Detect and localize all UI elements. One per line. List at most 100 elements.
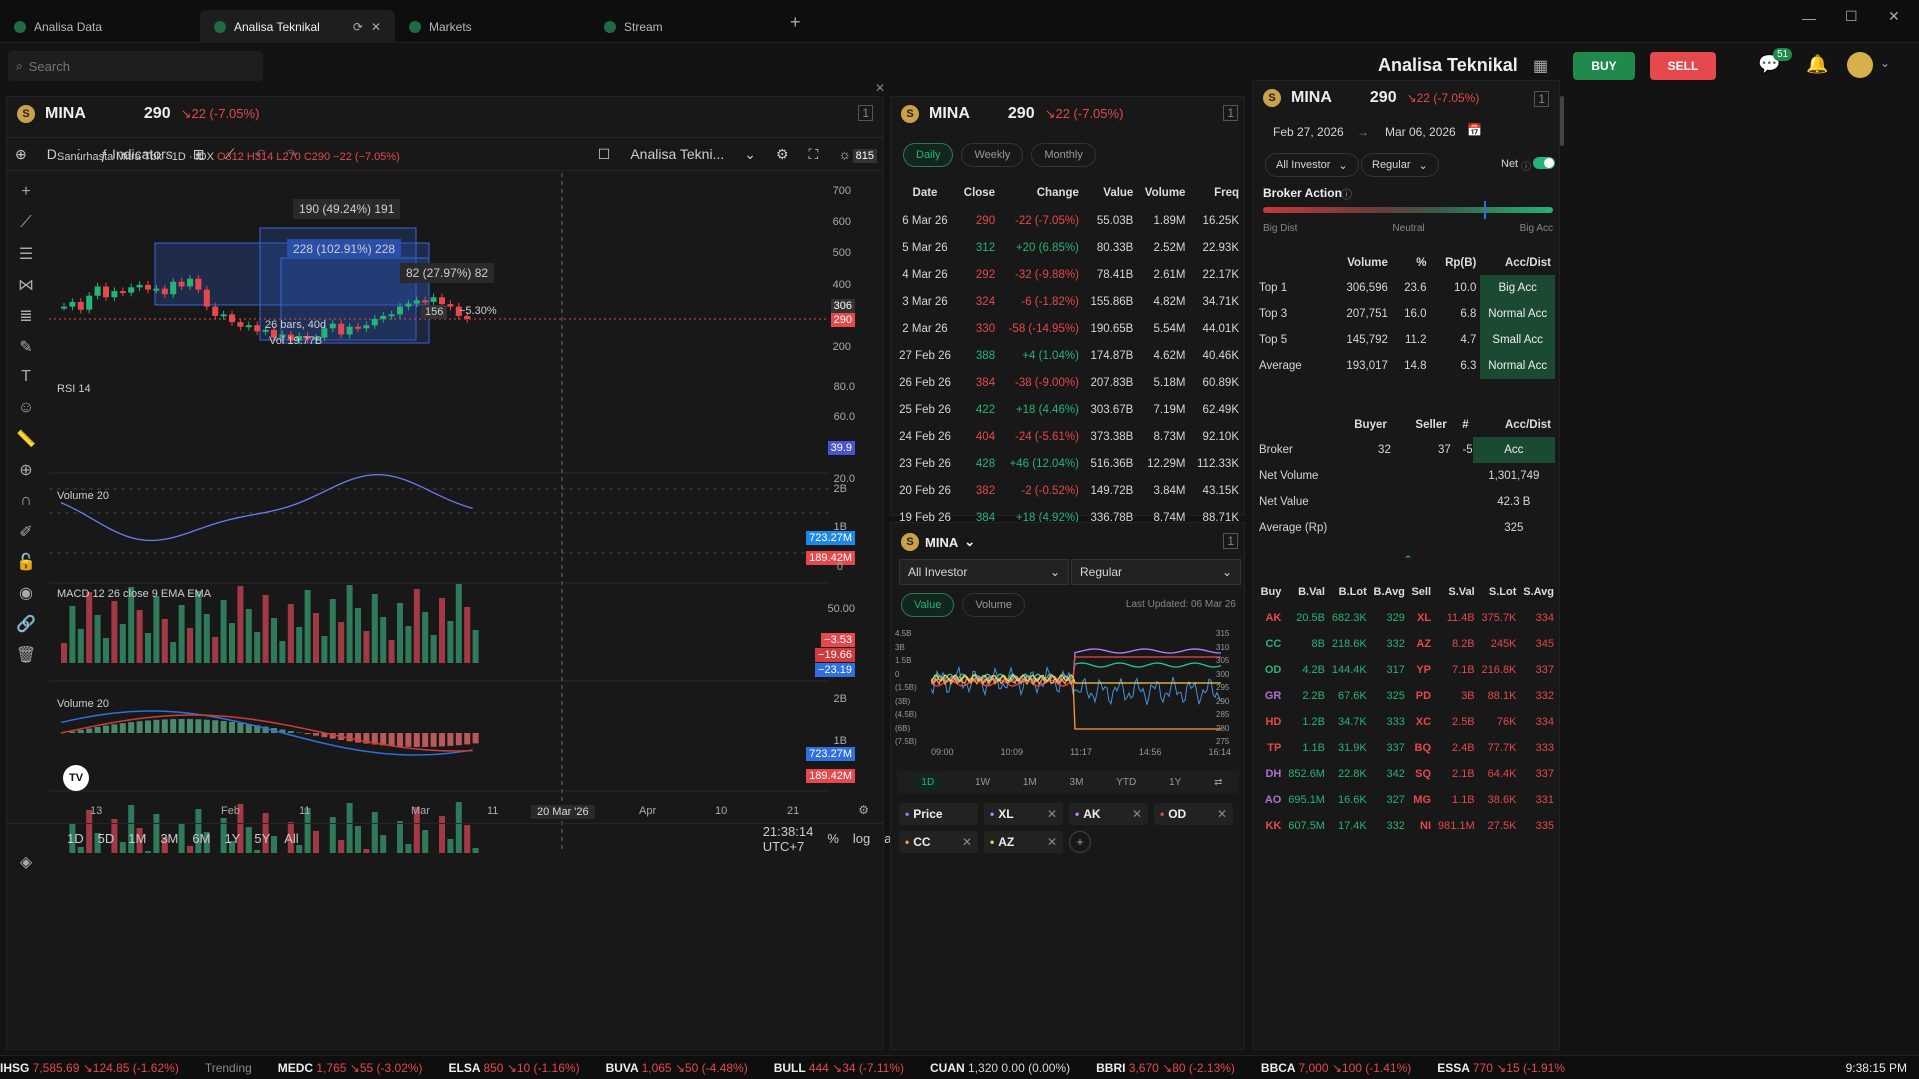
range-1m[interactable]: 1M — [128, 831, 147, 846]
ticker-item[interactable]: BULL 444 ↘34 (-7.11%) — [773, 1060, 905, 1075]
refresh-icon[interactable]: ⟳ — [352, 19, 363, 34]
symbol[interactable]: MINA — [1291, 89, 1332, 106]
net-toggle[interactable] — [1533, 157, 1555, 169]
table-row[interactable]: 26 Feb 26 384 -38 (-9.00%) 207.83B 5.18M 60.8… — [893, 369, 1243, 396]
trendline-icon[interactable]: ⟋ — [20, 214, 32, 232]
series-chip[interactable]: • OD ✕ — [1154, 803, 1233, 825]
new-tab-icon[interactable]: + — [790, 12, 801, 32]
maximize-icon[interactable]: ☐ — [1845, 8, 1858, 24]
add-series-icon[interactable]: + — [1069, 831, 1091, 853]
close-icon[interactable]: ✕ — [1216, 807, 1227, 821]
series-chip[interactable]: • Price — [899, 803, 978, 825]
column-header[interactable]: Value — [1103, 187, 1134, 199]
tab-stream[interactable]: Stream — [590, 10, 677, 43]
ticker-item[interactable]: Trending — [204, 1060, 252, 1075]
toggle-volume[interactable]: Volume — [962, 593, 1026, 617]
chevron-down-icon[interactable]: ⌄ — [744, 145, 756, 162]
drawing-icon[interactable]: ⟋ — [224, 145, 235, 162]
undo-icon[interactable]: ↶ — [254, 145, 267, 162]
zoom-icon[interactable]: ⊕ — [19, 461, 33, 479]
trade-row[interactable]: AO 695.1M 16.6K 327 MG 1.1B 38.6K 331 — [1257, 787, 1557, 813]
add-symbol-icon[interactable]: ⊕ — [15, 145, 27, 162]
tab-monthly[interactable]: Monthly — [1031, 143, 1096, 167]
candle-type-icon[interactable]: ⫶ — [76, 145, 81, 162]
trade-row[interactable]: OD 4.2B 144.4K 317 YP 7.1B 216.8K 337 — [1257, 657, 1557, 683]
layout-checkbox[interactable]: ☐ — [597, 145, 611, 162]
panel-close-icon[interactable]: ✕ — [874, 81, 885, 95]
date-from[interactable]: Feb 27, 2026 — [1273, 125, 1344, 139]
table-row[interactable]: 25 Feb 26 422 +18 (4.46%) 303.67B 7.19M 62.49… — [893, 396, 1243, 423]
column-header[interactable]: Freq — [1214, 187, 1239, 199]
range-ytd[interactable]: YTD — [1116, 776, 1137, 788]
column-header[interactable]: Buy — [1260, 586, 1282, 598]
series-chip[interactable]: • AZ ✕ — [984, 831, 1063, 853]
column-header[interactable]: B.Val — [1298, 586, 1325, 598]
investor-select[interactable]: All Investor ⌄ — [899, 559, 1069, 585]
sell-button[interactable]: SELL — [1650, 52, 1716, 80]
series-chip[interactable]: • CC ✕ — [899, 831, 978, 853]
link-icon[interactable]: 🔗 — [16, 616, 36, 633]
text-icon[interactable]: T — [21, 368, 31, 386]
column-header[interactable]: B.Avg — [1373, 586, 1405, 598]
trade-row[interactable]: AK 20.5B 682.3K 329 XL 11.4B 375.7K 334 — [1257, 605, 1557, 631]
indicators-button[interactable]: ƒ Indicators — [100, 146, 173, 162]
table-row[interactable]: 2 Mar 26 330 -58 (-14.95%) 190.65B 5.54M 44.0… — [893, 315, 1243, 342]
ticker-item[interactable]: IHSG 7,585.69 ↘124.85 (-1.62%) — [0, 1060, 179, 1075]
tab-daily[interactable]: Daily — [903, 143, 954, 167]
close-icon[interactable]: ✕ — [1046, 835, 1057, 849]
scrollbar[interactable] — [1560, 96, 1564, 146]
range-all[interactable]: All — [284, 831, 299, 846]
flow-chart[interactable] — [931, 631, 1221, 751]
log-toggle[interactable]: log — [852, 831, 871, 846]
lock-icon[interactable]: 🔓 — [16, 554, 36, 572]
horizontal-lines-icon[interactable]: ☰ — [18, 246, 34, 264]
range-5d[interactable]: 5D — [97, 831, 115, 846]
ticker-item[interactable]: ESSA 770 ↘15 (-1.91% — [1437, 1060, 1565, 1075]
series-chip[interactable]: • XL ✕ — [984, 803, 1063, 825]
market-filter[interactable]: Regular ⌄ — [1361, 153, 1439, 177]
tab-weekly[interactable]: Weekly — [961, 143, 1024, 167]
collapse-chevron-icon[interactable]: ⌃ — [1403, 553, 1414, 567]
range-3m[interactable]: 3M — [160, 831, 179, 846]
column-header[interactable]: Change — [1036, 187, 1079, 199]
series-chip[interactable]: • AK ✕ — [1069, 803, 1148, 825]
tab-analisa-teknikal[interactable]: Analisa Teknikal ⟳ ✕ — [200, 10, 395, 43]
column-header[interactable]: Volume — [1144, 187, 1186, 199]
avatar[interactable] — [1847, 52, 1873, 78]
tab-analisa-data[interactable]: Analisa Data — [0, 10, 116, 43]
table-row[interactable]: 24 Feb 26 404 -24 (-5.61%) 373.38B 8.73M 92.1… — [893, 423, 1243, 450]
trade-row[interactable]: DH 852.6M 22.8K 342 SQ 2.1B 64.4K 337 — [1257, 761, 1557, 787]
layout-name[interactable]: Analisa Tekni... — [630, 146, 725, 162]
ticker-item[interactable]: ELSA 850 ↘10 (-1.16%) — [448, 1060, 580, 1075]
column-header[interactable]: S.Val — [1448, 586, 1475, 598]
close-icon[interactable]: ✕ — [1131, 807, 1142, 821]
magnet-icon[interactable]: ∩ — [20, 491, 32, 509]
ticker-item[interactable]: CUAN 1,320 0.00 (0.00%) — [930, 1060, 1071, 1075]
pencil-lock-icon[interactable]: ✐ — [19, 523, 33, 541]
tab-markets[interactable]: Markets — [395, 10, 486, 43]
range-1m[interactable]: 1M — [1022, 776, 1037, 788]
column-header[interactable]: S.Avg — [1523, 586, 1554, 598]
tradingview-logo[interactable]: TV — [63, 765, 89, 791]
table-row[interactable]: 5 Mar 26 312 +20 (6.85%) 80.33B 2.52M 22.93K — [893, 234, 1243, 261]
search-box[interactable]: ⌕ — [8, 51, 263, 81]
minimize-icon[interactable]: — — [1802, 10, 1816, 26]
column-header[interactable]: Date — [912, 187, 938, 199]
theme-icon[interactable]: ☼ — [838, 146, 852, 162]
percent-toggle[interactable]: % — [827, 831, 839, 846]
fullscreen-icon[interactable]: ⛶ — [808, 145, 819, 162]
range-1y[interactable]: 1Y — [1169, 776, 1182, 788]
calendar-icon[interactable]: 📅 — [1467, 123, 1482, 137]
investor-filter[interactable]: All Investor ⌄ — [1265, 153, 1359, 177]
range-1w[interactable]: 1W — [975, 776, 991, 788]
panel-link-icon[interactable]: 1 — [858, 105, 873, 121]
templates-icon[interactable]: ⊞ — [192, 145, 205, 162]
layers-icon[interactable]: ◈ — [19, 853, 33, 871]
trade-row[interactable]: GR 2.2B 67.6K 325 PD 3B 88.1K 332 — [1257, 683, 1557, 709]
close-icon[interactable]: ✕ — [1046, 807, 1057, 821]
table-row[interactable]: 3 Mar 26 324 -6 (-1.82%) 155.86B 4.82M 34.71K — [893, 288, 1243, 315]
trade-row[interactable]: HD 1.2B 34.7K 333 XC 2.5B 76K 334 — [1257, 709, 1557, 735]
redo-icon[interactable]: ↷ — [286, 145, 298, 162]
table-row[interactable]: 6 Mar 26 290 -22 (-7.05%) 55.03B 1.89M 16.25K — [893, 207, 1243, 234]
toggle-value[interactable]: Value — [901, 593, 955, 617]
